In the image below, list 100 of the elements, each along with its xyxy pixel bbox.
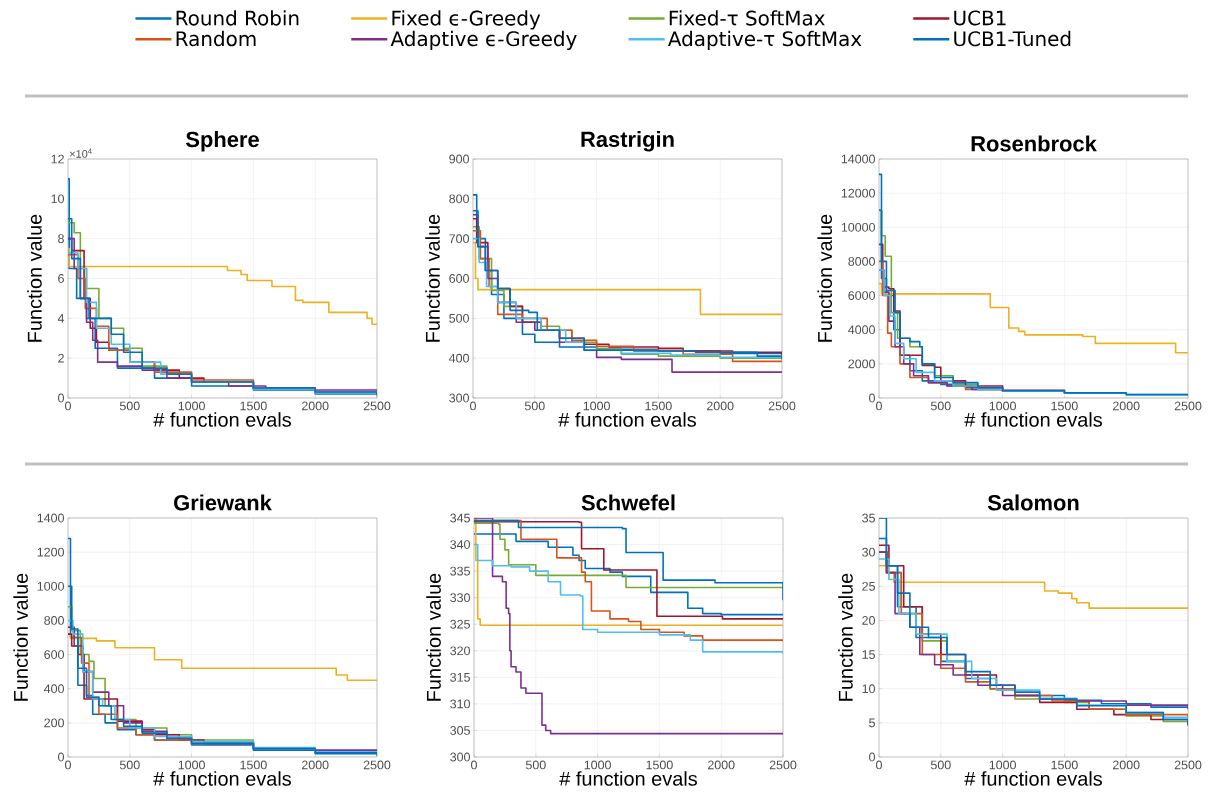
x-tick-label: 2500 [363, 401, 391, 411]
y-tick-label: 35 [862, 513, 875, 523]
y-tick-label: 400 [448, 353, 469, 363]
x-axis-title: # function evals [558, 412, 696, 427]
x-tick-label: 500 [930, 760, 951, 770]
y-tick-label: 345 [450, 513, 470, 523]
y-tick-label: 10000 [841, 222, 875, 232]
x-tick-label: 1000 [178, 760, 205, 770]
y-tick-label: 600 [449, 274, 469, 283]
y-tick-label: 340 [450, 540, 470, 549]
chart-title: Rastrigin [581, 130, 674, 152]
x-tick-label: 2000 [706, 401, 734, 411]
x-tick-label: 2000 [1112, 401, 1140, 411]
x-tick-label: 1000 [178, 401, 205, 411]
y-tick-label: 900 [449, 154, 469, 164]
x-tick-label: 1000 [583, 401, 610, 411]
x-tick-label: 1000 [989, 760, 1016, 770]
legend-label: Adaptive-τ SoftMax [667, 30, 862, 51]
y-tick-label: 0 [58, 752, 64, 762]
legend-label: Random [176, 30, 256, 47]
y-tick-label: 1200 [37, 547, 64, 557]
y-tick-label: 5 [869, 718, 875, 728]
chart-title: Rosenbrock [971, 135, 1097, 152]
y-tick-label: 800 [449, 194, 469, 204]
x-tick-label: 1000 [989, 401, 1016, 411]
x-tick-label: 2000 [707, 760, 735, 770]
y-tick-label: 2 [58, 353, 64, 363]
legend-label: UCB1 [954, 10, 1006, 26]
x-axis-title: # function evals [153, 771, 291, 786]
legend-label: Fixed ϵ-Greedy [392, 10, 541, 30]
y-tick-label: 800 [44, 616, 64, 625]
y-tick-label: 600 [44, 650, 64, 659]
x-tick-label: 0 [876, 760, 882, 770]
y-tick-label: 320 [450, 646, 470, 656]
x-tick-label: 500 [524, 401, 545, 411]
x-tick-label: 1500 [1051, 401, 1078, 411]
x-tick-label: 1000 [584, 760, 611, 770]
y-tick-label: 10 [51, 194, 64, 204]
y-tick-label: 10 [862, 684, 875, 694]
x-tick-label: 500 [930, 401, 951, 411]
y-tick-label: 30 [862, 547, 875, 557]
x-tick-label: 2000 [301, 760, 329, 770]
x-tick-label: 500 [525, 760, 546, 770]
y-tick-label: 8000 [848, 257, 875, 266]
x-tick-label: 500 [119, 401, 140, 411]
y-tick-label: 330 [450, 593, 470, 603]
y-tick-label: 4000 [848, 325, 875, 335]
x-axis-title: # function evals [153, 412, 291, 427]
x-tick-label: 2500 [1174, 401, 1202, 411]
y-axis-title: Function value [817, 214, 833, 342]
legend-label: Fixed-τ SoftMax [669, 10, 825, 26]
y-tick-label: 325 [450, 619, 470, 629]
x-tick-label: 1500 [1051, 760, 1078, 770]
legend-label: Adaptive ϵ-Greedy [390, 30, 577, 51]
x-tick-label: 2500 [363, 760, 391, 770]
x-tick-label: 0 [65, 760, 71, 770]
y-axis-title: Function value [426, 573, 441, 701]
chart-title: Sphere [185, 131, 259, 152]
x-tick-label: 1500 [240, 401, 267, 411]
y-tick-label: 200 [44, 718, 64, 728]
y-tick-label: 315 [450, 672, 470, 682]
x-tick-label: 2500 [769, 760, 797, 770]
legend-label: Round Robin [176, 10, 299, 26]
y-axis-title: Function value [838, 573, 853, 701]
y-tick-label: 0 [58, 393, 64, 403]
x-axis-title: # function evals [964, 412, 1102, 427]
y-tick-label: 8 [58, 234, 64, 244]
legend-label: UCB1-Tuned [954, 30, 1071, 47]
x-tick-label: 1500 [645, 401, 672, 411]
y-tick-label: 1400 [37, 513, 64, 523]
y-tick-label: 500 [449, 313, 469, 323]
y-tick-label: 12000 [841, 188, 875, 198]
y-tick-label: 700 [449, 234, 469, 244]
y-tick-label: 15 [862, 650, 875, 659]
chart-title: Salomon [987, 494, 1079, 511]
text: ×10$^{4}$ [69, 148, 92, 158]
x-tick-label: 0 [876, 401, 882, 411]
x-axis-title: # function evals [964, 771, 1102, 786]
y-tick-label: 400 [43, 684, 64, 694]
y-tick-label: 4 [57, 314, 65, 323]
y-tick-label: 300 [450, 752, 470, 762]
y-tick-label: 6000 [848, 291, 875, 300]
x-tick-label: 500 [119, 760, 140, 770]
y-tick-label: 310 [450, 699, 470, 709]
chart-title: Schwefel [581, 494, 675, 511]
y-tick-label: 1000 [37, 581, 64, 591]
y-tick-label: 300 [449, 393, 469, 403]
x-tick-label: 1500 [646, 760, 673, 770]
y-tick-label: 25 [862, 581, 875, 591]
x-tick-label: 0 [65, 401, 71, 411]
y-tick-label: 2000 [848, 359, 875, 369]
x-axis-title: # function evals [559, 771, 697, 786]
x-tick-label: 2000 [301, 401, 329, 411]
y-tick-label: 0 [869, 393, 875, 403]
y-tick-label: 12 [51, 154, 64, 164]
y-axis-title: Function value [27, 214, 42, 342]
y-tick-label: 335 [450, 566, 470, 576]
chart-title: Griewank [174, 494, 272, 511]
y-tick-label: 14000 [841, 154, 875, 164]
y-tick-label: 305 [450, 726, 470, 735]
